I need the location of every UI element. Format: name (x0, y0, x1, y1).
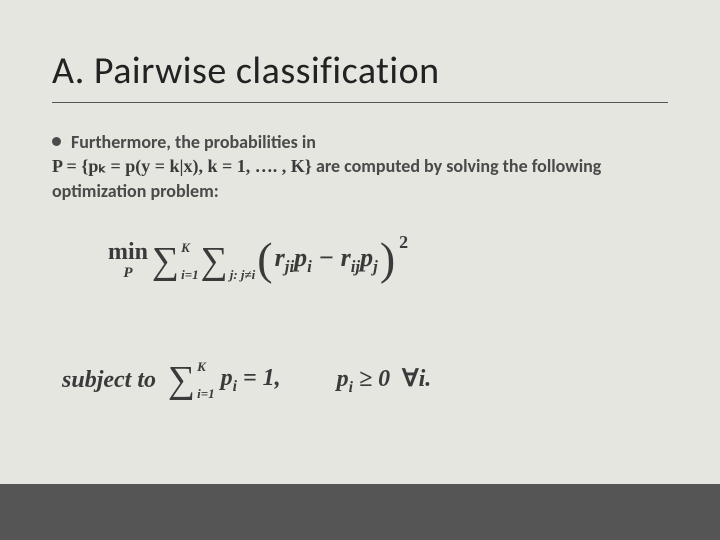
constraint-sum-expr: pi = 1, (221, 365, 281, 396)
body-setdef: P = {pₖ = p(y = k|x), k = 1, …. , K} (52, 156, 312, 176)
sum1-upper: K (181, 241, 190, 254)
title-underline (52, 102, 668, 103)
eq-power: 2 (399, 232, 408, 253)
constraint-prefix: subject to (62, 367, 156, 394)
body-paragraph: Furthermore, the probabilities in P = {p… (52, 130, 668, 203)
slide: A. Pairwise classification Furthermore, … (0, 0, 720, 540)
min-label: min (108, 240, 148, 264)
footer-bar (0, 484, 720, 540)
bullet-icon (52, 137, 61, 146)
eq-inner: rjipi − rijpj (275, 243, 378, 277)
sumc-upper: K (197, 360, 206, 373)
sum2-lower: j: j≠i (230, 268, 256, 281)
slide-title: A. Pairwise classification (52, 48, 440, 94)
equation-constraint: subject to ∑ K i=1 pi = 1, pi ≥ 0 ∀i. (62, 360, 431, 400)
body-lead: Furthermore, the probabilities in (71, 131, 316, 153)
sum-inner: ∑ j: j≠i (201, 241, 256, 281)
sum1-lower: i=1 (181, 268, 199, 281)
sum-constraint: ∑ K i=1 (168, 360, 215, 400)
constraint-cond: pi ≥ 0 ∀i. (337, 364, 432, 397)
min-operator: min P (108, 240, 148, 281)
min-sub: P (123, 266, 132, 281)
sum-outer: ∑ K i=1 (152, 241, 199, 281)
equation-objective: min P ∑ K i=1 ∑ j: j≠i ( rjipi − rijpj )… (108, 240, 406, 281)
sumc-lower: i=1 (197, 387, 215, 400)
